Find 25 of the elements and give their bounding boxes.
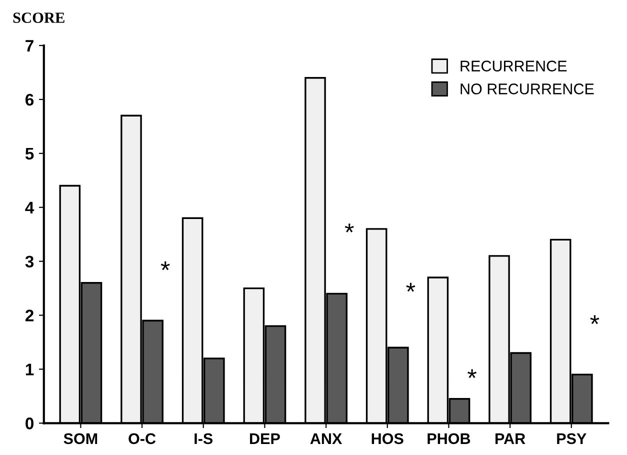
annotation: * xyxy=(468,369,476,378)
y-tick-label: 0 xyxy=(26,418,34,430)
y-tick-label: 4 xyxy=(25,202,34,214)
y-tick-label: 1 xyxy=(26,364,34,376)
legend-label: NO RECURRENCE xyxy=(460,84,594,94)
y-tick-label: 2 xyxy=(25,310,34,322)
y-axis-title: SCORE xyxy=(13,12,64,23)
x-tick-label: SOM xyxy=(64,433,98,444)
annotation: * xyxy=(344,224,354,232)
x-tick-label: PSY xyxy=(557,433,586,444)
x-tick-label: PHOB xyxy=(428,433,470,444)
annotation: * xyxy=(160,261,170,270)
x-tick-label: PAR xyxy=(496,433,526,444)
x-tick-label: ANX xyxy=(310,433,342,444)
x-tick-label: I-S xyxy=(194,433,213,444)
annotation: * xyxy=(590,315,600,324)
y-tick-label: 7 xyxy=(26,40,34,52)
y-tick-label: 3 xyxy=(25,256,34,268)
legend-label: RECURRENCE xyxy=(460,60,567,72)
x-tick-label: DEP xyxy=(250,433,280,444)
y-tick-label: 5 xyxy=(25,148,34,160)
annotation: * xyxy=(406,282,416,292)
y-tick-label: 6 xyxy=(26,94,34,106)
x-tick-label: HOS xyxy=(372,433,404,444)
x-tick-label: O-C xyxy=(128,433,156,444)
